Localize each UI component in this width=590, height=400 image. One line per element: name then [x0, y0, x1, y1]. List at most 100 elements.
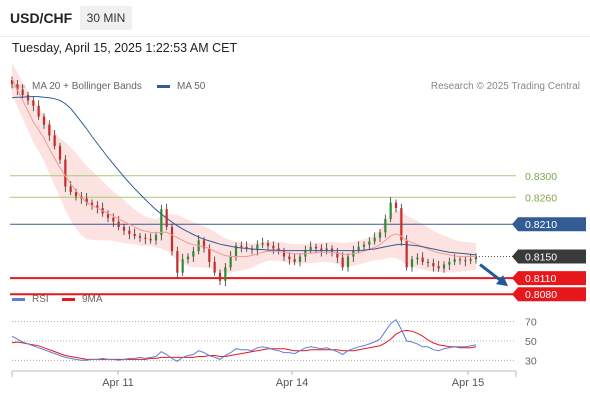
candle-body [357, 246, 360, 251]
candle-body [133, 233, 136, 237]
bollinger-band-area [12, 62, 476, 273]
candle-body [298, 256, 302, 262]
candle-body [128, 230, 131, 234]
candle-body [149, 238, 152, 241]
candle-body [16, 84, 19, 90]
candle-body [42, 116, 46, 125]
candle-body [416, 257, 419, 260]
candle-body [410, 259, 414, 268]
rsi-tick-label: 50 [525, 336, 537, 348]
candle-body [96, 205, 99, 209]
support-price-label: 0.8080 [525, 289, 557, 301]
candle-body [144, 237, 147, 239]
candle-body [341, 257, 344, 268]
candle-body [282, 251, 286, 257]
candle-body [272, 245, 275, 249]
candle-body [373, 237, 376, 242]
timeframe-button[interactable]: 30 MIN [80, 6, 132, 30]
candle-body [106, 213, 110, 218]
candle-body [202, 240, 206, 249]
candle-body [176, 251, 179, 273]
candle-body [309, 246, 312, 251]
candle-body [288, 256, 291, 260]
candle-body [325, 248, 328, 252]
candle-body [378, 232, 382, 238]
candle-body [320, 248, 323, 252]
candle-body [336, 252, 339, 258]
rsi-tick-label: 30 [525, 355, 537, 367]
candle-body [186, 256, 190, 260]
candle-body [160, 209, 163, 235]
last-price-label: 0.8150 [525, 252, 557, 264]
candle-body [474, 256, 478, 260]
x-tick-label: Apr 14 [276, 377, 308, 389]
candle-body [64, 159, 67, 187]
9ma-line [11, 329, 477, 360]
legend-rsi: RSI [12, 294, 49, 305]
candle-body [245, 246, 248, 249]
x-tick-label: Apr 15 [452, 377, 484, 389]
pivot-price-tag [512, 217, 586, 232]
candle-body [261, 243, 264, 245]
candle-body [448, 261, 451, 265]
x-tick-label: Apr 11 [102, 377, 134, 389]
candle-body [384, 218, 387, 233]
projection-arrow-head [496, 275, 508, 287]
candle-body [394, 202, 398, 209]
projection-arrow-shaft [479, 263, 504, 284]
candle-body [170, 226, 174, 252]
candle-body [426, 261, 430, 263]
candle-body [432, 263, 435, 267]
legend-ma50: MA 50 [157, 81, 205, 92]
candle-body [74, 191, 78, 197]
last-price-tag [512, 249, 586, 264]
9ma-swatch [62, 298, 75, 301]
legend-9ma: 9MA [62, 294, 103, 305]
candle-body [400, 208, 403, 241]
candle-body [453, 259, 456, 262]
candle-body [53, 135, 56, 147]
ma50-swatch [157, 85, 170, 88]
candle-body [346, 256, 350, 268]
legend-9ma-label: 9MA [82, 294, 103, 305]
datetime-label: Tuesday, April 15, 2025 1:22:53 AM CET [12, 41, 238, 55]
resistance-label: 0.8300 [525, 171, 557, 183]
support-price-tag [512, 287, 586, 302]
candle-body [90, 202, 94, 206]
candle-body [69, 186, 72, 192]
candle-body [37, 105, 40, 117]
candle-body [362, 244, 366, 247]
candle-body [421, 257, 424, 262]
pivot-price-label: 0.8210 [525, 219, 557, 231]
candle-body [437, 266, 440, 269]
candle-body [368, 241, 371, 245]
candle-body [192, 251, 195, 257]
candle-body [224, 267, 227, 281]
rsi-tick-label: 70 [525, 317, 537, 329]
candle-body [112, 217, 115, 222]
candle-body [266, 243, 270, 246]
rsi-swatch [12, 298, 25, 301]
legend-rsi-label: RSI [32, 294, 49, 305]
candle-body [229, 256, 232, 268]
candle-body [469, 259, 472, 261]
candle-body [240, 245, 243, 247]
support-price-label: 0.8110 [525, 273, 556, 285]
candle-body [26, 95, 30, 101]
credit-text: Research © 2025 Trading Central [430, 81, 580, 92]
resistance-label: 0.8260 [525, 192, 557, 204]
candle-body [213, 261, 216, 273]
candle-body [48, 124, 51, 136]
candle-body [442, 264, 446, 269]
candle-body [218, 272, 222, 281]
candle-body [389, 202, 392, 219]
candle-body [293, 259, 296, 262]
candle-body [256, 244, 259, 251]
candle-body [85, 198, 88, 203]
candle-body [154, 235, 158, 241]
candle-body [405, 240, 408, 268]
top-bar: USD/CHF 30 MIN [0, 0, 590, 37]
candle-body [181, 259, 184, 273]
candle-body [208, 248, 211, 262]
